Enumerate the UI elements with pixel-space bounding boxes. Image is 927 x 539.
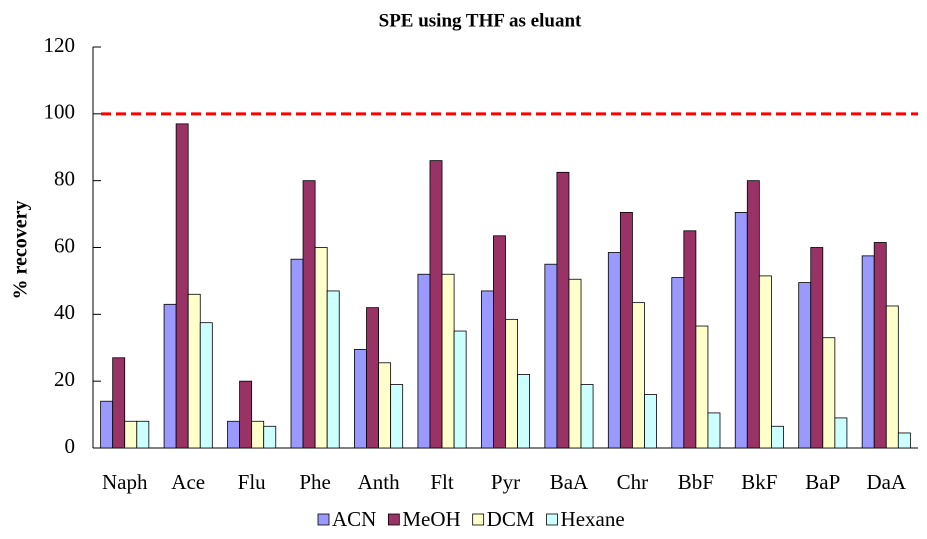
bar bbox=[707, 412, 721, 449]
bar bbox=[580, 384, 594, 449]
x-tick-label: BaA bbox=[550, 470, 589, 494]
x-tick-label: Chr bbox=[617, 470, 649, 494]
bar bbox=[695, 325, 709, 449]
bar bbox=[378, 362, 392, 449]
bar bbox=[861, 255, 875, 449]
bar bbox=[607, 252, 621, 449]
bar bbox=[798, 282, 812, 449]
bar bbox=[251, 420, 265, 449]
y-axis-label: % recovery bbox=[10, 200, 32, 299]
bar bbox=[758, 275, 772, 449]
bar bbox=[517, 374, 531, 449]
bar bbox=[885, 305, 899, 449]
bar bbox=[112, 357, 126, 449]
y-tick-label: 120 bbox=[44, 33, 76, 57]
bar bbox=[441, 273, 455, 449]
bar bbox=[493, 235, 506, 449]
bar bbox=[136, 420, 150, 449]
bar bbox=[263, 425, 277, 449]
legend-swatch bbox=[472, 513, 485, 526]
y-tick-label: 40 bbox=[54, 300, 75, 324]
bar bbox=[124, 420, 138, 449]
bar bbox=[544, 263, 558, 449]
y-tick-label: 0 bbox=[65, 434, 76, 458]
bar bbox=[568, 278, 582, 449]
y-tick-label: 60 bbox=[54, 233, 75, 257]
bar bbox=[239, 380, 253, 449]
bar bbox=[810, 247, 824, 449]
bar bbox=[556, 171, 570, 449]
y-tick-label: 100 bbox=[44, 100, 76, 124]
x-tick-label: BaP bbox=[805, 470, 840, 494]
bar bbox=[897, 432, 911, 449]
bar bbox=[366, 307, 379, 449]
bar bbox=[822, 337, 836, 449]
bar bbox=[644, 394, 657, 449]
x-tick-label: Ace bbox=[171, 470, 205, 494]
bar bbox=[302, 180, 316, 449]
x-tick-label: Anth bbox=[358, 470, 401, 494]
bar bbox=[227, 420, 240, 449]
bar bbox=[771, 425, 784, 449]
bar bbox=[746, 180, 760, 449]
x-tick-label: Pyr bbox=[491, 470, 520, 494]
bar bbox=[429, 160, 443, 449]
bar bbox=[290, 258, 304, 449]
legend-swatch bbox=[387, 513, 400, 526]
x-tick-label: DaA bbox=[866, 470, 906, 494]
bar bbox=[199, 322, 213, 449]
bar bbox=[683, 230, 697, 449]
bar bbox=[505, 318, 518, 449]
bar bbox=[632, 302, 645, 449]
x-tick-label: BbF bbox=[678, 470, 714, 494]
x-tick-label: Flu bbox=[238, 470, 267, 494]
legend-label: ACN bbox=[332, 507, 376, 531]
bar bbox=[175, 123, 189, 449]
bar bbox=[326, 290, 340, 449]
legend-label: DCM bbox=[487, 507, 535, 531]
bar bbox=[480, 290, 494, 449]
legend-label: MeOH bbox=[402, 507, 460, 531]
bar bbox=[873, 242, 887, 449]
bar bbox=[453, 330, 467, 449]
bar bbox=[417, 273, 431, 449]
bar bbox=[734, 212, 748, 449]
chart-title: SPE using THF as eluant bbox=[379, 10, 582, 31]
y-tick-label: 80 bbox=[54, 166, 75, 190]
bar bbox=[619, 212, 633, 449]
y-tick-label: 20 bbox=[54, 367, 75, 391]
bar bbox=[834, 417, 848, 449]
bar bbox=[671, 277, 685, 449]
bar bbox=[314, 247, 328, 449]
x-tick-label: BkF bbox=[741, 470, 777, 494]
bar bbox=[163, 303, 177, 449]
bar bbox=[100, 400, 114, 449]
bar bbox=[354, 349, 367, 449]
legend-label: Hexane bbox=[561, 507, 625, 531]
bar bbox=[187, 293, 201, 449]
legend-swatch bbox=[546, 513, 558, 526]
legend-swatch bbox=[317, 513, 330, 526]
x-tick-label: Flt bbox=[430, 470, 454, 494]
x-tick-label: Phe bbox=[299, 470, 331, 494]
x-tick-label: Naph bbox=[102, 470, 148, 494]
bar bbox=[390, 384, 404, 449]
